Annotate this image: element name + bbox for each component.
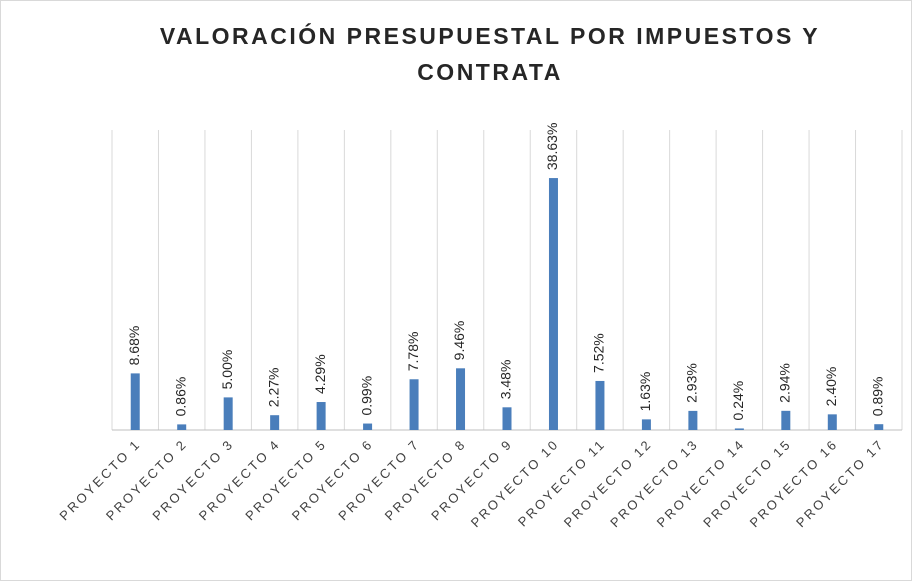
bar — [130, 373, 140, 430]
data-label: 5.00% — [219, 350, 235, 390]
data-label: 2.93% — [684, 363, 700, 403]
bar — [223, 397, 233, 430]
data-label: 0.89% — [869, 376, 885, 416]
bar — [270, 415, 280, 430]
data-label: 7.78% — [405, 332, 421, 372]
data-label: 2.27% — [265, 367, 281, 407]
bar — [548, 178, 558, 430]
bar — [595, 380, 605, 430]
bar — [641, 419, 651, 430]
bar — [502, 407, 512, 430]
data-label: 4.29% — [312, 354, 328, 394]
data-label: 0.86% — [172, 377, 188, 417]
bar — [363, 423, 373, 430]
data-label: 0.24% — [730, 381, 746, 421]
bar — [688, 410, 698, 430]
data-label: 2.94% — [777, 363, 793, 403]
bar — [456, 368, 466, 430]
bar — [409, 379, 419, 430]
bar — [734, 428, 744, 430]
data-label: 1.63% — [637, 372, 653, 412]
bar — [827, 414, 837, 430]
bar — [177, 424, 187, 430]
data-label: 7.52% — [591, 333, 607, 373]
bar — [874, 424, 884, 430]
data-label: 38.63% — [544, 123, 560, 170]
data-label: 9.46% — [451, 321, 467, 361]
bar — [316, 402, 326, 430]
data-label: 3.48% — [498, 360, 514, 400]
bar — [781, 410, 791, 430]
data-label: 8.68% — [126, 326, 142, 366]
chart-title: VALORACIÓN PRESUPUESTAL POR IMPUESTOS Y … — [159, 23, 821, 85]
data-label: 0.99% — [358, 376, 374, 416]
data-label: 2.40% — [823, 367, 839, 407]
